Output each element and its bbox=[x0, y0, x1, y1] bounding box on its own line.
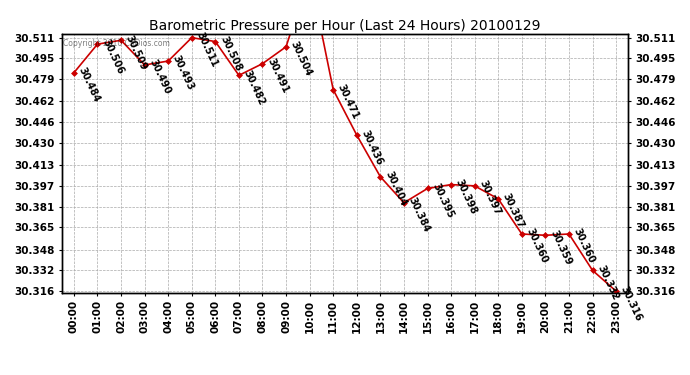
Text: 30.316: 30.316 bbox=[619, 284, 644, 322]
Text: 30.360: 30.360 bbox=[572, 227, 597, 265]
Text: Copyright 2010 CSDios.com: Copyright 2010 CSDios.com bbox=[63, 39, 170, 48]
Text: 30.384: 30.384 bbox=[406, 196, 432, 234]
Text: 30.398: 30.398 bbox=[454, 178, 479, 216]
Text: 30.359: 30.359 bbox=[548, 228, 573, 267]
Text: 30.484: 30.484 bbox=[77, 66, 101, 104]
Title: Barometric Pressure per Hour (Last 24 Hours) 20100129: Barometric Pressure per Hour (Last 24 Ho… bbox=[149, 19, 541, 33]
Text: 30.471: 30.471 bbox=[336, 82, 361, 121]
Text: 30.436: 30.436 bbox=[359, 128, 384, 166]
Text: 30.360: 30.360 bbox=[524, 227, 549, 265]
Text: 30.511: 30.511 bbox=[195, 31, 219, 69]
Text: 30.387: 30.387 bbox=[501, 192, 526, 230]
Text: 30.490: 30.490 bbox=[148, 58, 172, 96]
Text: 30.395: 30.395 bbox=[431, 182, 455, 220]
Text: 30.482: 30.482 bbox=[241, 68, 266, 106]
Text: 30.397: 30.397 bbox=[477, 179, 502, 217]
Text: 30.508: 30.508 bbox=[218, 34, 243, 73]
Text: 30.560: 30.560 bbox=[0, 374, 1, 375]
Text: 30.504: 30.504 bbox=[289, 40, 314, 78]
Text: 30.332: 30.332 bbox=[595, 263, 620, 302]
Text: 30.404: 30.404 bbox=[383, 170, 408, 208]
Text: 30.491: 30.491 bbox=[265, 57, 290, 95]
Text: 30.509: 30.509 bbox=[124, 33, 149, 72]
Text: 30.506: 30.506 bbox=[100, 37, 125, 75]
Text: 30.493: 30.493 bbox=[171, 54, 196, 92]
